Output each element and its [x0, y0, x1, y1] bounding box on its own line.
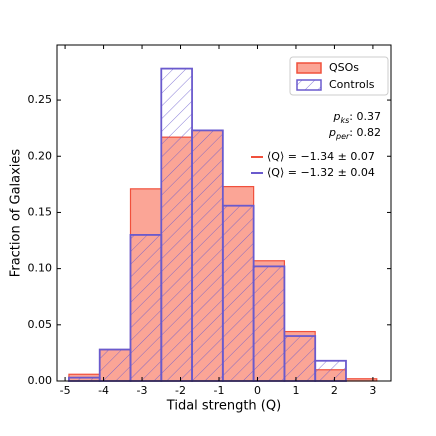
y-axis-label: Fraction of Galaxies	[9, 149, 24, 278]
y-tick-label: 0.25	[28, 93, 53, 106]
x-tick-label: 2	[331, 384, 338, 397]
stat-symbol: p	[333, 110, 341, 123]
mean-label: ⟨Q⟩ = −1.32 ± 0.04	[267, 166, 375, 179]
y-tick-label: 0.05	[28, 318, 53, 331]
bar	[252, 265, 286, 382]
axes-frame	[56, 44, 392, 382]
bar	[129, 234, 163, 382]
bar	[191, 129, 224, 382]
legend-label: Controls	[329, 78, 375, 91]
bar	[160, 67, 193, 382]
bar	[68, 376, 101, 382]
x-tick-label: -3	[137, 384, 148, 397]
x-axis-label: Tidal strength (Q)	[166, 399, 281, 414]
bar	[98, 348, 132, 382]
y-tick-label: 0.15	[28, 205, 53, 218]
x-tick-label: -1	[214, 384, 225, 397]
x-tick-label: -5	[60, 384, 71, 397]
x-tick-label: -2	[175, 384, 186, 397]
stat-value: : 0.37	[349, 110, 381, 123]
stat-annotation: pks: 0.37	[333, 110, 382, 125]
x-tick-label: 1	[292, 384, 299, 397]
x-tick-label: 3	[369, 384, 376, 397]
x-tick-label: 0	[254, 384, 261, 397]
stat-value: : 0.82	[349, 126, 381, 139]
stat-subscript: ks	[340, 116, 349, 125]
bar	[314, 359, 347, 382]
y-tick-label: 0.10	[28, 262, 53, 275]
mean-label: ⟨Q⟩ = −1.34 ± 0.07	[267, 150, 375, 163]
stat-symbol: p	[328, 126, 336, 139]
y-tick-label: 0.00	[28, 374, 53, 387]
bar	[283, 335, 317, 382]
stat-subscript: per	[335, 132, 350, 141]
legend-label: QSOs	[329, 61, 359, 74]
legend-swatch	[296, 79, 322, 91]
x-tick-label: -4	[98, 384, 109, 397]
stat-annotation: pper: 0.82	[328, 126, 381, 141]
legend-swatch	[296, 62, 322, 74]
bar	[221, 204, 255, 382]
y-tick-label: 0.20	[28, 149, 53, 162]
